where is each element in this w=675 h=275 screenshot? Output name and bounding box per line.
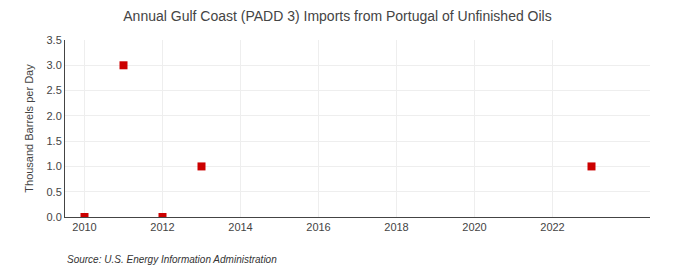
svg-text:3.5: 3.5	[47, 34, 62, 46]
svg-text:2010: 2010	[72, 221, 96, 233]
svg-text:3.0: 3.0	[47, 59, 62, 71]
svg-text:0.0: 0.0	[47, 211, 62, 223]
svg-text:2022: 2022	[540, 221, 564, 233]
svg-text:Annual Gulf Coast (PADD 3) Imp: Annual Gulf Coast (PADD 3) Imports from …	[123, 8, 551, 24]
svg-text:Thousand Barrels per Day: Thousand Barrels per Day	[23, 64, 35, 193]
svg-text:1.0: 1.0	[47, 160, 62, 172]
svg-text:2.0: 2.0	[47, 110, 62, 122]
svg-text:0.5: 0.5	[47, 186, 62, 198]
svg-text:2020: 2020	[462, 221, 486, 233]
svg-text:2016: 2016	[306, 221, 330, 233]
svg-text:Source: U.S. Energy Informatio: Source: U.S. Energy Information Administ…	[67, 254, 277, 265]
svg-text:2014: 2014	[228, 221, 252, 233]
svg-text:2.5: 2.5	[47, 84, 62, 96]
svg-text:2018: 2018	[384, 221, 408, 233]
svg-text:2012: 2012	[150, 221, 174, 233]
svg-text:1.5: 1.5	[47, 135, 62, 147]
